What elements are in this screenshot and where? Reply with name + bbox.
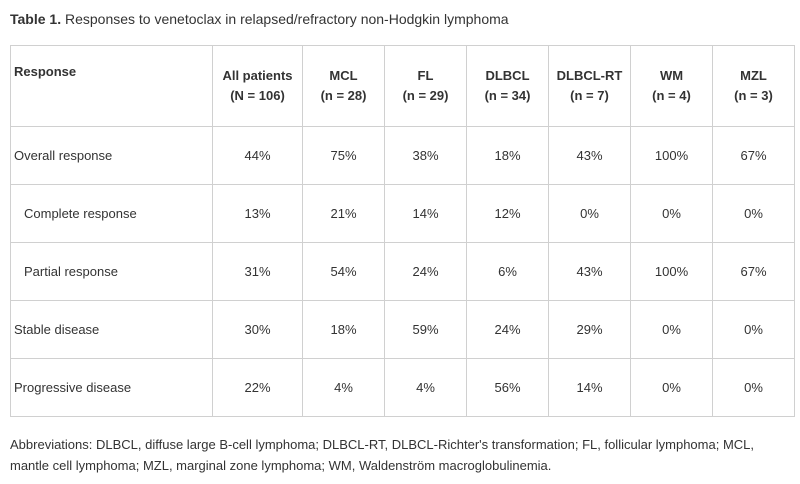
table-cell: 24%	[466, 300, 549, 359]
table-cell: 21%	[302, 184, 385, 243]
column-header-response: Response	[10, 45, 213, 127]
column-header-name: Response	[14, 64, 77, 79]
column-header-name: FL	[417, 68, 434, 83]
column-header-all-patients: All patients (N = 106)	[212, 45, 303, 127]
header-row: Response All patients (N = 106) MCL (n =…	[10, 45, 795, 127]
table-cell: 43%	[548, 126, 631, 185]
table-cell: 0%	[712, 300, 795, 359]
row-label: Stable disease	[10, 300, 213, 359]
table-cell: 0%	[630, 300, 713, 359]
table-caption-title: Responses to venetoclax in relapsed/refr…	[64, 11, 509, 27]
table-cell: 18%	[466, 126, 549, 185]
column-header-count: (n = 34)	[484, 88, 531, 103]
table-row-progressive-disease: Progressive disease 22% 4% 4% 56% 14% 0%…	[10, 358, 795, 417]
table-row-stable-disease: Stable disease 30% 18% 59% 24% 29% 0% 0%	[10, 300, 795, 359]
row-label: Progressive disease	[10, 358, 213, 417]
table-cell: 4%	[302, 358, 385, 417]
response-table: Response All patients (N = 106) MCL (n =…	[10, 45, 795, 417]
table-cell: 67%	[712, 242, 795, 301]
table-cell: 44%	[212, 126, 303, 185]
abbreviations-footnote: Abbreviations: DLBCL, diffuse large B-ce…	[10, 437, 755, 473]
column-header-fl: FL (n = 29)	[384, 45, 467, 127]
table-cell: 31%	[212, 242, 303, 301]
table-cell: 0%	[630, 358, 713, 417]
column-header-count: (n = 28)	[320, 88, 367, 103]
column-header-name: DLBCL-RT	[556, 68, 623, 83]
column-header-count: (n = 7)	[570, 88, 609, 103]
table-cell: 100%	[630, 242, 713, 301]
table-row-overall-response: Overall response 44% 75% 38% 18% 43% 100…	[10, 126, 795, 185]
column-header-name: MCL	[329, 68, 358, 83]
table-cell: 0%	[548, 184, 631, 243]
column-header-name: WM	[659, 68, 684, 83]
table-cell: 30%	[212, 300, 303, 359]
column-header-count: (n = 29)	[402, 88, 449, 103]
table-cell: 67%	[712, 126, 795, 185]
row-label: Overall response	[10, 126, 213, 185]
table-caption: Table 1. Responses to venetoclax in rela…	[10, 10, 509, 28]
column-header-name: DLBCL	[485, 68, 530, 83]
table-cell: 6%	[466, 242, 549, 301]
table-cell: 56%	[466, 358, 549, 417]
table-cell: 75%	[302, 126, 385, 185]
row-label: Complete response	[10, 184, 213, 243]
column-header-count: (n = 3)	[734, 88, 773, 103]
column-header-dlbcl: DLBCL (n = 34)	[466, 45, 549, 127]
column-header-name: All patients	[222, 68, 293, 83]
table-cell: 14%	[384, 184, 467, 243]
table-cell: 0%	[630, 184, 713, 243]
column-header-dlbcl-rt: DLBCL-RT (n = 7)	[548, 45, 631, 127]
table-row-partial-response: Partial response 31% 54% 24% 6% 43% 100%…	[10, 242, 795, 301]
column-header-name: MZL	[740, 68, 767, 83]
column-header-count: (n = 4)	[652, 88, 691, 103]
table-cell: 14%	[548, 358, 631, 417]
row-label: Partial response	[10, 242, 213, 301]
table-cell: 38%	[384, 126, 467, 185]
table-cell: 59%	[384, 300, 467, 359]
table-cell: 22%	[212, 358, 303, 417]
table-cell: 0%	[712, 358, 795, 417]
table-cell: 43%	[548, 242, 631, 301]
table-cell: 0%	[712, 184, 795, 243]
table-cell: 54%	[302, 242, 385, 301]
table-cell: 4%	[384, 358, 467, 417]
table-caption-label: Table 1.	[10, 11, 62, 27]
table-cell: 18%	[302, 300, 385, 359]
table-row-complete-response: Complete response 13% 21% 14% 12% 0% 0% …	[10, 184, 795, 243]
table-cell: 29%	[548, 300, 631, 359]
table-cell: 13%	[212, 184, 303, 243]
table-cell: 100%	[630, 126, 713, 185]
column-header-wm: WM (n = 4)	[630, 45, 713, 127]
column-header-mcl: MCL (n = 28)	[302, 45, 385, 127]
column-header-mzl: MZL (n = 3)	[712, 45, 795, 127]
table-cell: 12%	[466, 184, 549, 243]
column-header-count: (N = 106)	[230, 88, 285, 103]
table-cell: 24%	[384, 242, 467, 301]
